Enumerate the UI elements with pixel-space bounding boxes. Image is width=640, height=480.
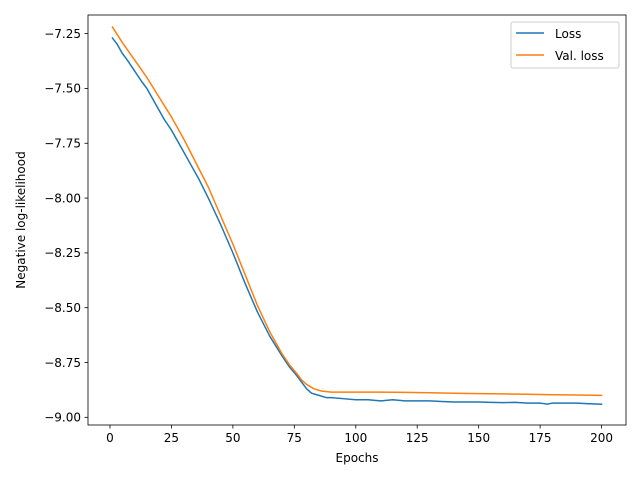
x-tick-label: 200	[590, 431, 613, 445]
x-axis: 0 25 50 75 100 125 150 175 200	[106, 425, 613, 445]
x-axis-label: Epochs	[336, 451, 379, 465]
x-tick-label: 0	[106, 431, 114, 445]
y-tick-label: −8.00	[44, 191, 81, 205]
plot-frame	[87, 14, 627, 426]
y-axis-label: Negative log-likelihood	[14, 151, 28, 288]
x-tick-label: 150	[467, 431, 490, 445]
y-tick-label: −7.25	[44, 27, 81, 41]
x-tick-label: 100	[344, 431, 367, 445]
legend-label-val-loss: Val. loss	[555, 49, 604, 63]
legend: Loss Val. loss	[510, 21, 620, 69]
x-tick-label: 175	[529, 431, 552, 445]
x-tick-label: 75	[287, 431, 302, 445]
x-tick-label: 25	[164, 431, 179, 445]
y-tick-label: −8.75	[44, 356, 81, 370]
x-tick-label: 50	[225, 431, 240, 445]
series-line-loss	[111, 36, 603, 405]
y-axis: −9.00 −8.75 −8.50 −8.25 −8.00 −7.75 −7.50 −7.25	[44, 27, 88, 425]
y-tick-label: −9.00	[44, 411, 81, 425]
legend-label-loss: Loss	[555, 27, 581, 41]
series-line-val-loss	[111, 26, 603, 397]
plot-area	[111, 26, 603, 405]
y-tick-label: −7.75	[44, 137, 81, 151]
x-tick-label: 125	[406, 431, 429, 445]
y-tick-label: −8.25	[44, 246, 81, 260]
y-tick-label: −8.50	[44, 301, 81, 315]
y-tick-label: −7.50	[44, 82, 81, 96]
